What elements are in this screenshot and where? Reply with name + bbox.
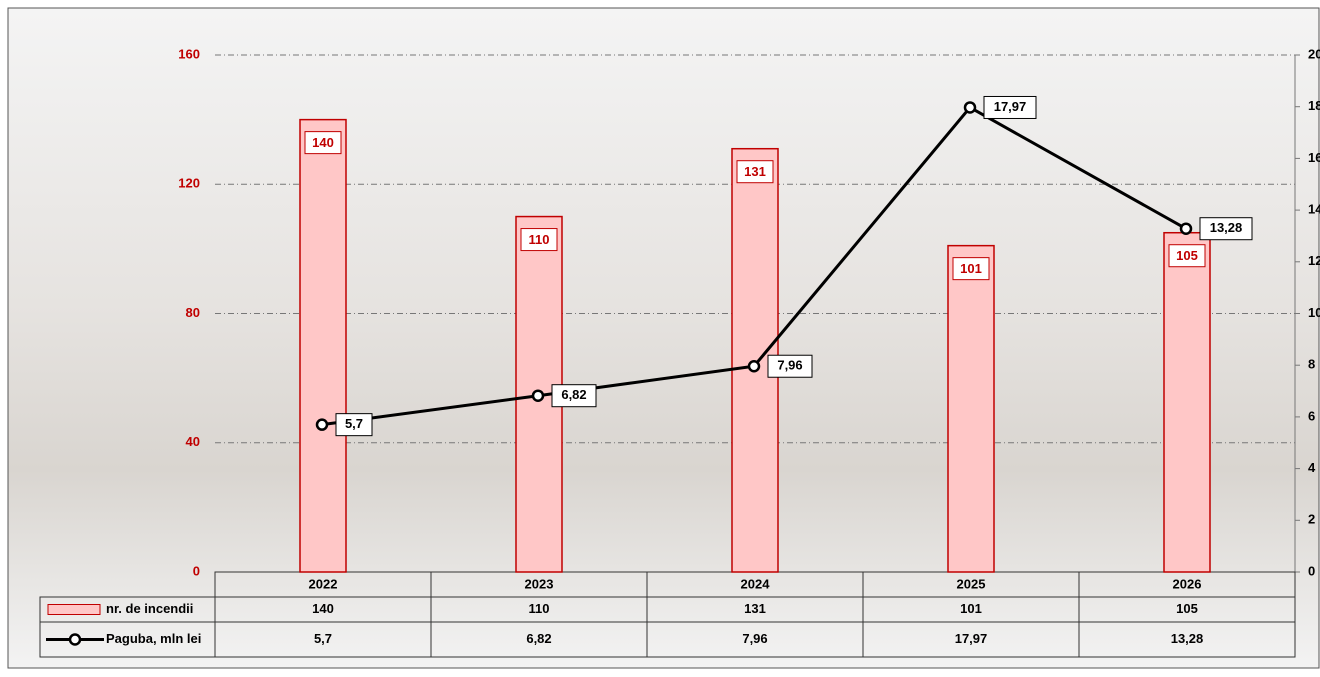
bar-label: 101 — [960, 261, 982, 276]
bar-label: 140 — [312, 135, 334, 150]
bar-label-box — [520, 228, 558, 252]
y2-tick-label: 4 — [1308, 460, 1316, 475]
bar — [299, 118, 347, 573]
x-tick-label: 2026 — [1173, 576, 1202, 591]
table-cell: 110 — [529, 601, 550, 616]
y2-tick-label: 8 — [1308, 357, 1315, 372]
line-marker — [315, 418, 329, 431]
x-tick-label: 2025 — [957, 576, 986, 591]
x-tick-label: 2024 — [741, 576, 771, 591]
table-cell: 105 — [1176, 601, 1198, 616]
table-cell: 17,97 — [955, 631, 988, 646]
table-cell: 6,82 — [526, 631, 551, 646]
bar-label: 110 — [529, 232, 550, 247]
y2-tick-label: 2 — [1308, 512, 1315, 527]
table-cell: 101 — [960, 601, 982, 616]
y2-tick-label: 18 — [1308, 98, 1320, 113]
bar-label-box — [952, 257, 990, 281]
y-tick-label: 40 — [186, 434, 200, 449]
y2-tick-label: 0 — [1308, 563, 1315, 578]
legend-marker — [68, 633, 82, 646]
chart-frame — [7, 7, 1320, 669]
y-tick-label: 80 — [186, 305, 200, 320]
line-label: 5,7 — [345, 416, 363, 431]
legend-label: Paguba, mln lei — [106, 631, 201, 646]
bar-label-box — [736, 160, 774, 184]
line-label: 6,82 — [561, 387, 586, 402]
y2-tick-label: 16 — [1308, 150, 1320, 165]
table-cell: 13,28 — [1171, 631, 1204, 646]
x-tick-label: 2023 — [525, 576, 554, 591]
bar-label: 105 — [1176, 248, 1198, 263]
line-label-box — [551, 384, 597, 408]
bar-label-box — [1168, 244, 1206, 268]
line-label-box — [335, 413, 373, 437]
x-tick-label: 2022 — [309, 576, 338, 591]
y2-tick-label: 14 — [1308, 202, 1320, 217]
y-tick-label: 0 — [193, 563, 200, 578]
legend-label: nr. de incendii — [106, 601, 193, 616]
table-cell: 131 — [744, 601, 766, 616]
y-tick-label: 160 — [178, 46, 200, 61]
y2-tick-label: 10 — [1308, 305, 1320, 320]
y2-tick-label: 20 — [1308, 46, 1320, 61]
line-marker — [531, 389, 545, 402]
line-marker — [747, 359, 761, 373]
line-label: 17,97 — [994, 99, 1027, 114]
line-label-box — [1199, 217, 1253, 241]
legend-swatch — [47, 604, 101, 615]
line-marker — [1179, 222, 1193, 235]
line-label-box — [983, 95, 1037, 119]
y2-tick-label: 6 — [1308, 408, 1315, 423]
line-marker — [963, 101, 977, 114]
table-cell: 140 — [312, 601, 334, 616]
line-label-box — [767, 354, 813, 378]
line-label: 7,96 — [777, 358, 802, 373]
y-tick-label: 120 — [178, 176, 200, 191]
bar — [1163, 231, 1211, 573]
bar-label-box — [304, 131, 342, 155]
bar-label: 131 — [744, 164, 766, 179]
y2-tick-label: 12 — [1308, 253, 1320, 268]
table-cell: 7,96 — [742, 631, 767, 646]
line-label: 13,28 — [1210, 220, 1243, 235]
bar — [947, 244, 995, 573]
table-cell: 5,7 — [314, 631, 332, 646]
